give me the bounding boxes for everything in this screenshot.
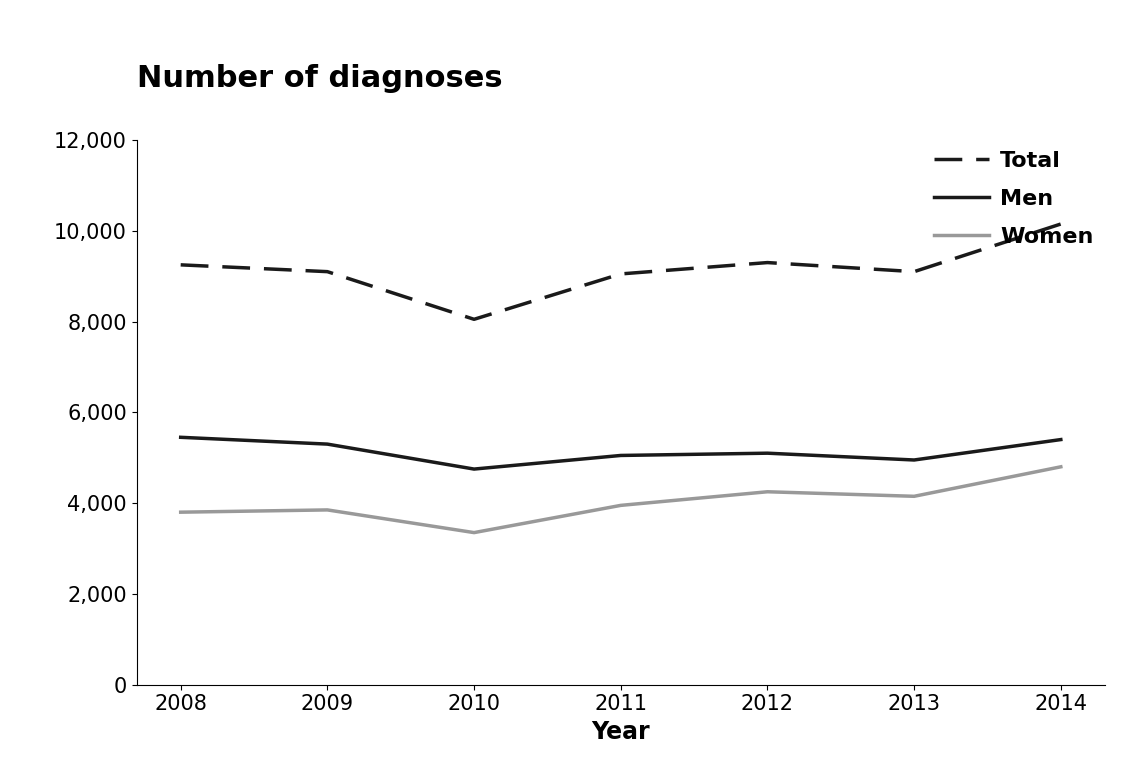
Women — [320, 505, 334, 514]
Total — [174, 260, 188, 269]
Women — [908, 492, 921, 501]
Legend: Total, Men, Women: Total, Men, Women — [934, 151, 1093, 247]
Women — [467, 528, 481, 538]
Women — [761, 487, 775, 496]
Line: Women: Women — [181, 467, 1060, 533]
Line: Total: Total — [181, 224, 1060, 319]
Men — [320, 440, 334, 449]
Total — [908, 267, 921, 276]
Line: Men: Men — [181, 437, 1060, 469]
Total — [1054, 219, 1067, 229]
Women — [614, 501, 628, 510]
Total — [614, 269, 628, 279]
Men — [908, 455, 921, 464]
Men — [761, 449, 775, 458]
Men — [467, 464, 481, 474]
Total — [320, 267, 334, 276]
Women — [174, 507, 188, 517]
Text: Number of diagnoses: Number of diagnoses — [137, 65, 502, 93]
Men — [174, 433, 188, 442]
Men — [614, 450, 628, 460]
X-axis label: Year: Year — [591, 720, 650, 744]
Women — [1054, 462, 1067, 471]
Total — [761, 258, 775, 268]
Men — [1054, 435, 1067, 444]
Total — [467, 314, 481, 324]
